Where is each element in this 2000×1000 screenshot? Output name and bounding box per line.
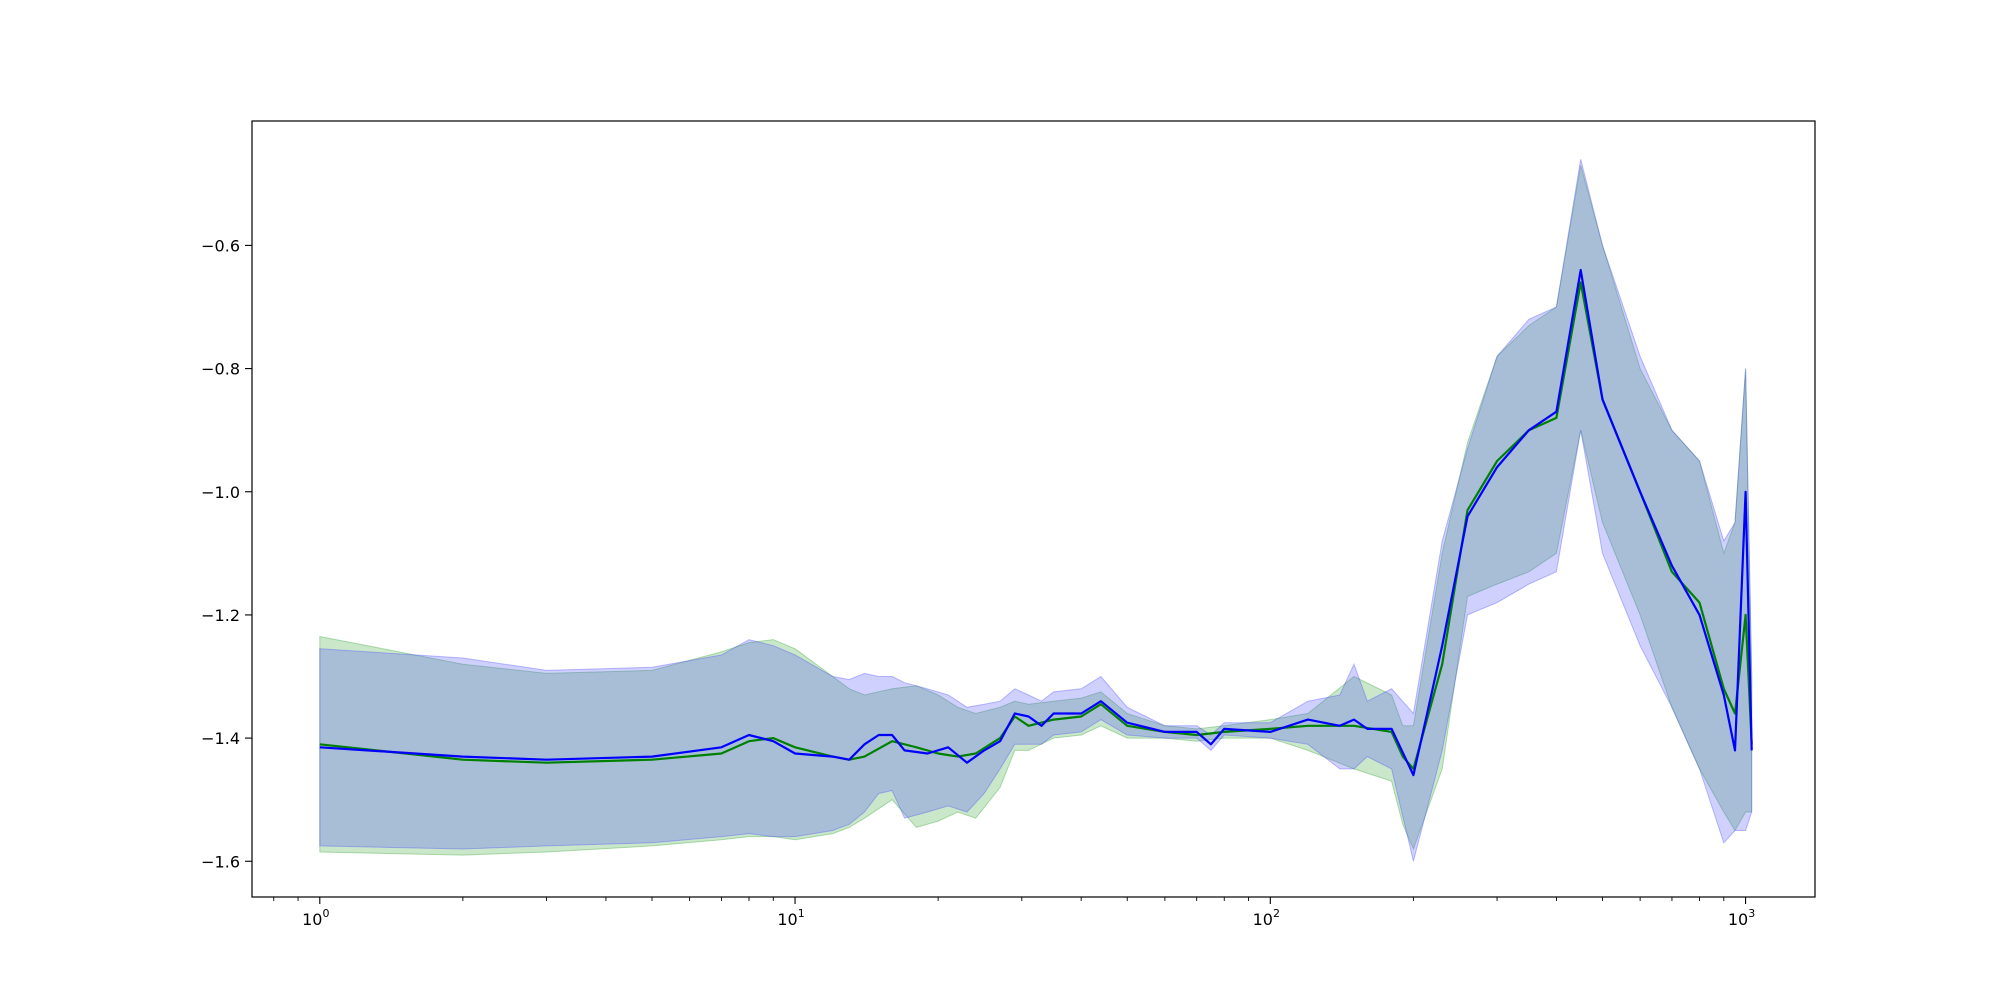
series-2-line	[319, 268, 1753, 777]
axes-frame	[251, 120, 1816, 898]
y-tick-label: −1.2	[201, 606, 240, 625]
series-1-band	[319, 165, 1753, 856]
x-tick-label: 103	[1728, 907, 1755, 929]
x-tick-label: 100	[302, 907, 329, 929]
y-axis: −1.6 −1.4 −1.2 −1.0 −0.8 −0.6	[201, 236, 252, 871]
x-tick-label: 101	[777, 907, 804, 929]
y-tick-label: −1.6	[201, 852, 240, 871]
x-tick-label: 102	[1253, 907, 1280, 929]
plot-area	[319, 159, 1753, 862]
x-axis: 100 101 102 103	[273, 897, 1755, 929]
y-tick-label: −0.6	[201, 236, 240, 255]
y-tick-label: −0.8	[201, 360, 240, 379]
y-tick-label: −1.4	[201, 729, 240, 748]
series-2-band	[319, 159, 1753, 862]
y-tick-label: −1.0	[201, 483, 240, 502]
